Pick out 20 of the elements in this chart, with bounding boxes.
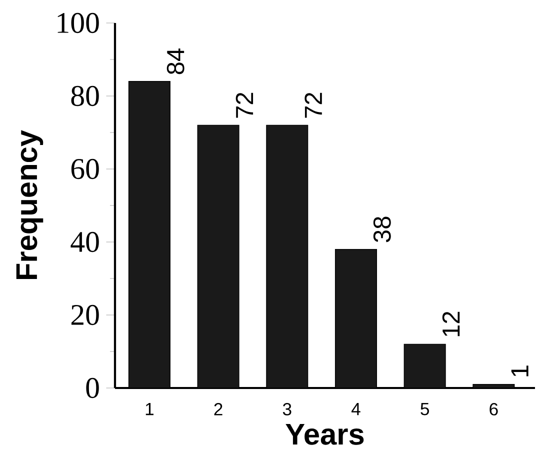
y-axis-title: Frequency <box>16 130 44 280</box>
data-label: 1 <box>511 366 528 376</box>
x-tick-label: 1 <box>146 402 154 416</box>
y-tick-label: 100 <box>58 12 99 34</box>
y-tick-label: 40 <box>70 232 99 252</box>
data-label: 12 <box>442 312 460 336</box>
data-label: 38 <box>373 216 391 242</box>
x-axis-title: Years <box>286 424 364 445</box>
data-label: 72 <box>304 92 322 118</box>
x-tick-label: 2 <box>214 403 222 416</box>
x-tick-label: 3 <box>282 403 292 416</box>
x-tick-label: 5 <box>420 402 429 416</box>
y-tick-label: 0 <box>86 378 99 398</box>
data-label: 72 <box>236 92 254 118</box>
y-tick-label: 60 <box>71 158 99 180</box>
y-tick-label: 20 <box>71 304 99 326</box>
data-label: 84 <box>166 48 184 74</box>
y-tick-label: 80 <box>71 86 99 106</box>
x-tick-label: 6 <box>490 403 498 416</box>
x-tick-label: 4 <box>352 402 360 416</box>
